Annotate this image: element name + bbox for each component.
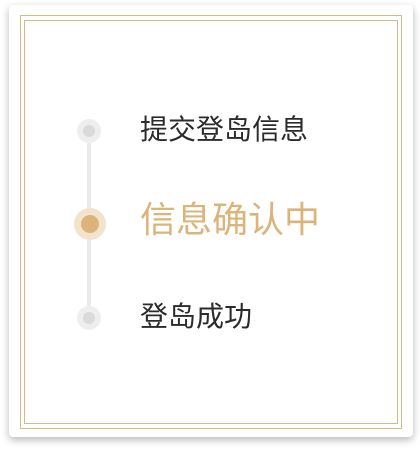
decorative-frame-outer	[20, 15, 402, 429]
step-3-label: 登岛成功	[140, 300, 253, 333]
step-3-dot-icon	[77, 306, 101, 330]
step-2-label: 信息确认中	[140, 200, 321, 241]
step-1-dot-icon	[77, 119, 101, 143]
step-2-active-dot-icon	[74, 208, 106, 240]
step-1-label: 提交登岛信息	[140, 113, 309, 146]
decorative-frame-inner	[24, 20, 398, 424]
